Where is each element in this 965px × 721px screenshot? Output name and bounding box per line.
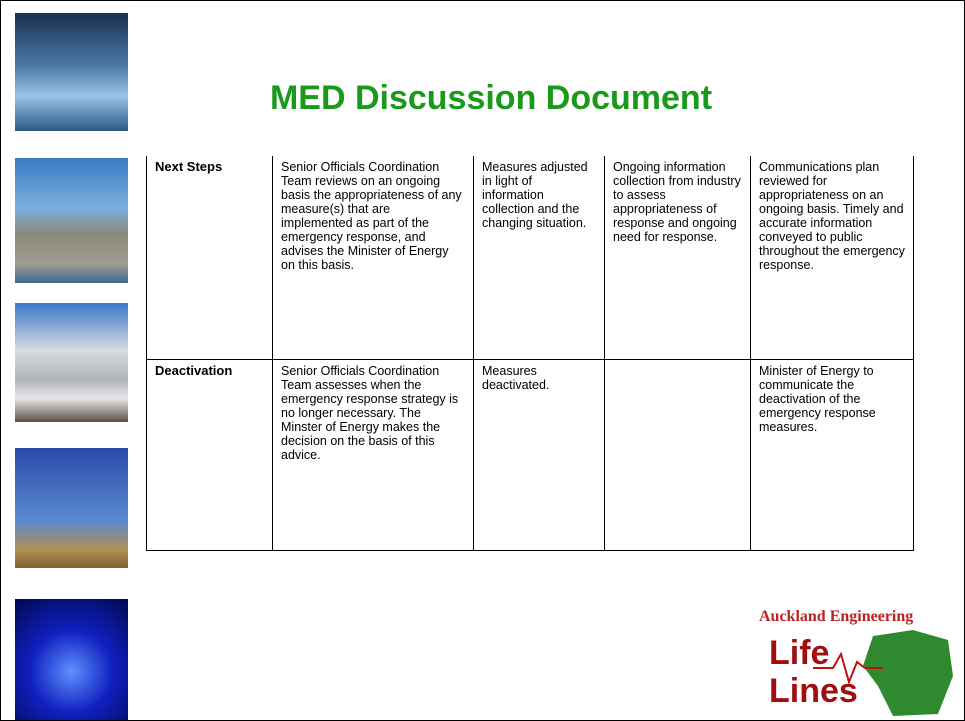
- slide-title: MED Discussion Document: [269, 79, 713, 117]
- logo-word: Lines: [769, 672, 858, 710]
- cell: Measures deactivated.: [473, 359, 605, 551]
- cell: [604, 359, 751, 551]
- steps-table: Next Steps Senior Officials Coordination…: [146, 156, 914, 551]
- cell: Minister of Energy to communicate the de…: [750, 359, 914, 551]
- cell: Senior Officials Coordination Team revie…: [272, 156, 474, 360]
- logo: Auckland Engineering Life Lines: [753, 606, 958, 718]
- photo-road: [15, 13, 128, 131]
- cell: Senior Officials Coordination Team asses…: [272, 359, 474, 551]
- logo-graphic: [813, 630, 953, 716]
- table-row: Deactivation Senior Officials Coordinati…: [146, 359, 914, 551]
- table-row: Next Steps Senior Officials Coordination…: [146, 156, 914, 360]
- photo-harbour: [15, 158, 128, 283]
- cell: Ongoing information collection from indu…: [604, 156, 751, 360]
- cell: Communications plan reviewed for appropr…: [750, 156, 914, 360]
- photo-pylons: [15, 448, 128, 568]
- row-header: Next Steps: [146, 156, 273, 360]
- photo-volcano: [15, 303, 128, 422]
- logo-word: Life: [769, 634, 830, 672]
- logo-org: Auckland Engineering: [759, 608, 914, 625]
- photo-water-drop: [15, 599, 128, 720]
- row-header: Deactivation: [146, 359, 273, 551]
- cell: Measures adjusted in light of informatio…: [473, 156, 605, 360]
